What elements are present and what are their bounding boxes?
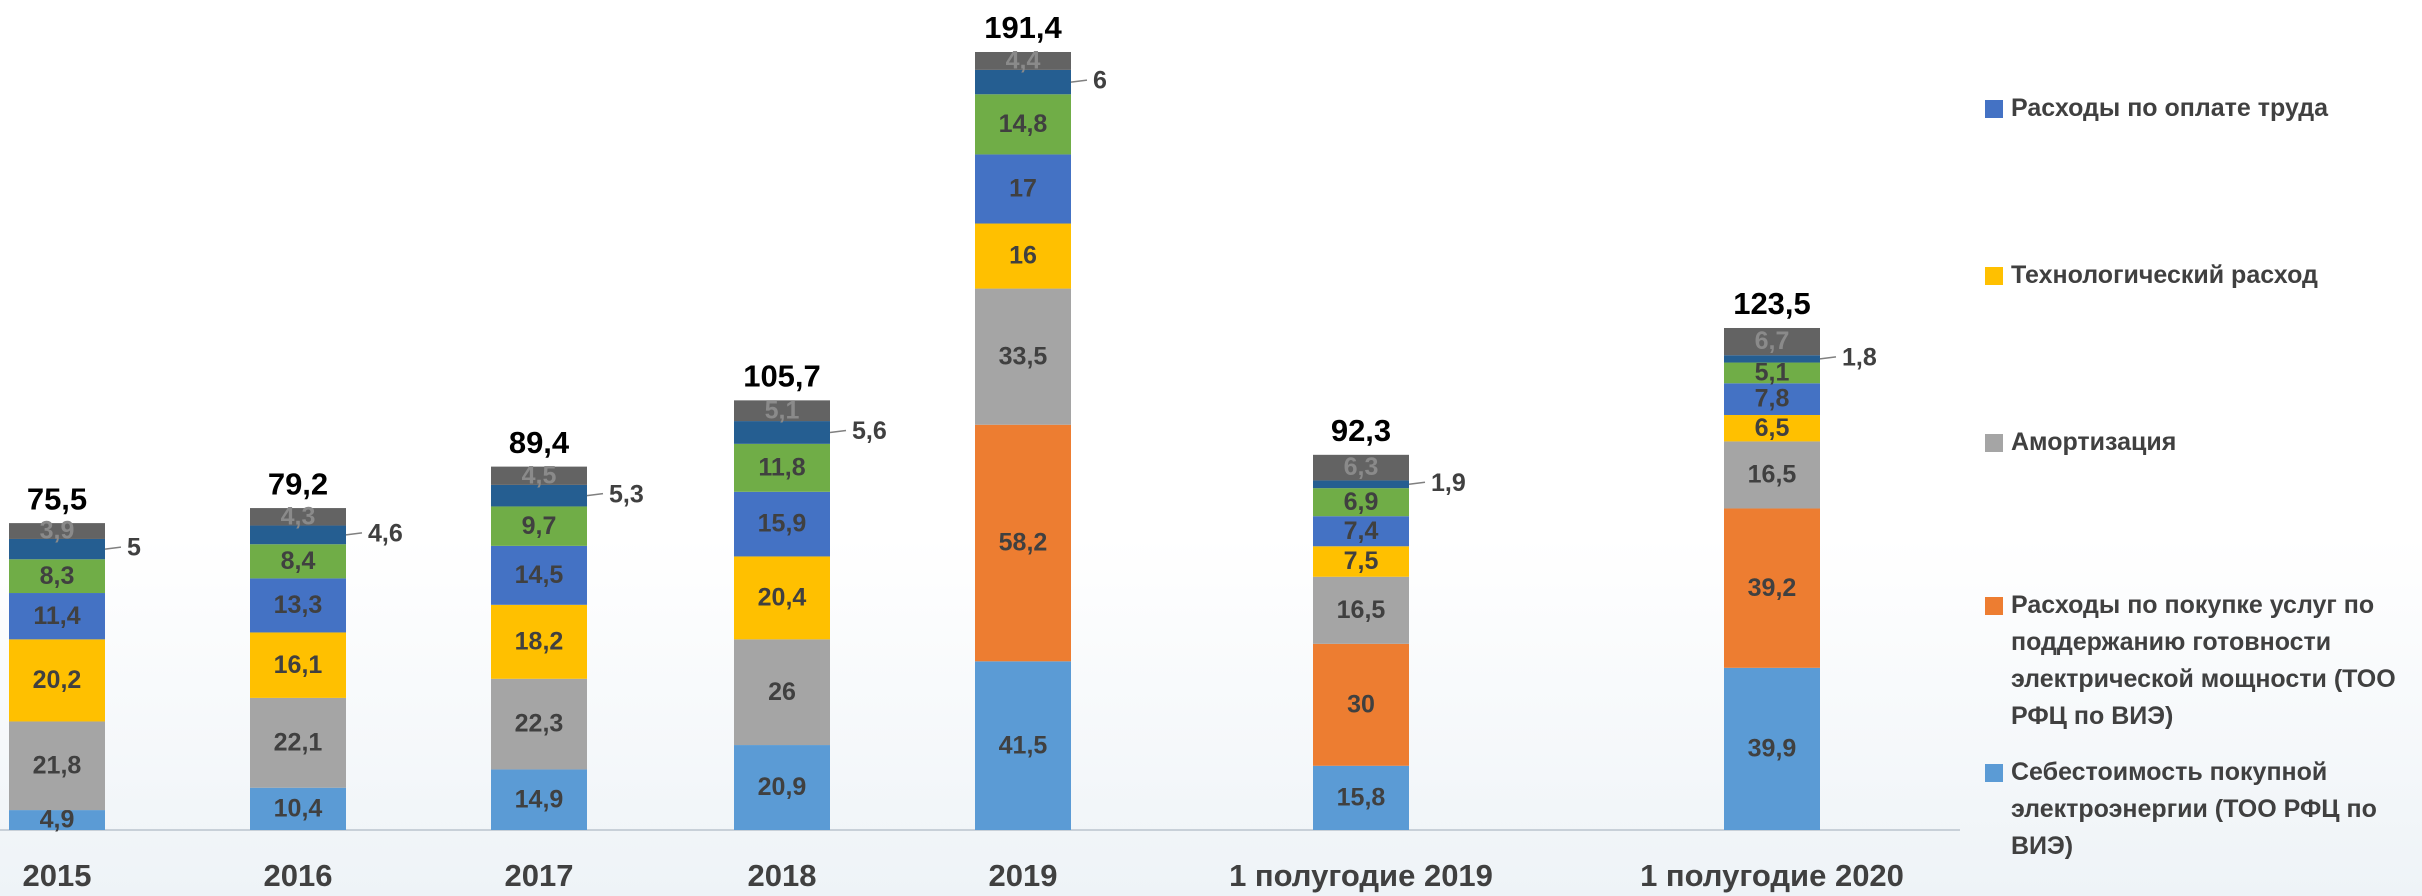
data-label: 22,3 bbox=[515, 710, 564, 738]
data-label: 10,4 bbox=[274, 794, 323, 822]
x-tick-label: 2016 bbox=[264, 858, 333, 893]
leader-line bbox=[1820, 357, 1836, 359]
data-label: 1,8 bbox=[1842, 344, 1877, 372]
chart-page: 4,921,820,211,48,353,975,5201510,422,116… bbox=[0, 0, 2422, 896]
total-label: 105,7 bbox=[743, 359, 821, 394]
data-label: 6,5 bbox=[1755, 414, 1790, 442]
legend-item: Расходы по оплате труда bbox=[1985, 90, 2415, 127]
data-label: 22,1 bbox=[274, 728, 323, 756]
legend-label: Технологический расход bbox=[2011, 257, 2415, 294]
legend-label: Расходы по оплате труда bbox=[2011, 90, 2415, 127]
data-label: 6 bbox=[1093, 67, 1107, 95]
legend-label: Амортизация bbox=[2011, 424, 2415, 461]
total-label: 79,2 bbox=[268, 466, 328, 501]
legend-label: Себестоимость покупной электроэнергии (Т… bbox=[2011, 754, 2415, 865]
data-label: 33,5 bbox=[999, 342, 1048, 370]
data-label: 4,5 bbox=[522, 461, 557, 489]
bar-segment bbox=[1313, 480, 1409, 488]
legend-swatch bbox=[1985, 597, 2003, 615]
data-label: 5 bbox=[127, 534, 141, 562]
legend-swatch bbox=[1985, 267, 2003, 285]
data-label: 41,5 bbox=[999, 731, 1048, 759]
leader-line bbox=[1409, 482, 1425, 484]
data-label: 11,8 bbox=[758, 453, 805, 481]
data-label: 26 bbox=[768, 678, 796, 706]
data-label: 4,6 bbox=[368, 520, 403, 548]
leader-line bbox=[105, 547, 121, 549]
data-label: 16,5 bbox=[1337, 596, 1386, 624]
data-label: 7,4 bbox=[1344, 517, 1379, 545]
legend-swatch bbox=[1985, 100, 2003, 118]
data-label: 16 bbox=[1009, 242, 1037, 270]
x-tick-label: 2015 bbox=[23, 858, 92, 893]
data-label: 5,3 bbox=[609, 480, 644, 508]
total-label: 89,4 bbox=[509, 425, 570, 460]
data-label: 14,8 bbox=[999, 110, 1048, 138]
legend-item: Технологический расход bbox=[1985, 257, 2415, 294]
data-label: 13,3 bbox=[274, 591, 323, 619]
data-label: 16,1 bbox=[274, 651, 323, 679]
data-label: 15,9 bbox=[758, 510, 807, 538]
x-tick-label: 2017 bbox=[505, 858, 574, 893]
data-label: 6,9 bbox=[1344, 488, 1379, 516]
legend-swatch bbox=[1985, 764, 2003, 782]
data-label: 7,8 bbox=[1755, 385, 1790, 413]
data-label: 11,4 bbox=[33, 602, 80, 630]
data-label: 6,3 bbox=[1344, 453, 1379, 481]
legend-label: Расходы по покупке услуг по поддержанию … bbox=[2011, 587, 2415, 735]
data-label: 4,3 bbox=[281, 502, 316, 530]
data-label: 58,2 bbox=[999, 529, 1048, 557]
data-label: 8,4 bbox=[281, 547, 316, 575]
leader-line bbox=[346, 533, 362, 535]
total-label: 123,5 bbox=[1733, 286, 1811, 321]
leader-line bbox=[830, 430, 846, 432]
data-label: 6,7 bbox=[1755, 327, 1790, 355]
legend-item: Расходы по покупке услуг по поддержанию … bbox=[1985, 587, 2415, 735]
x-tick-label: 2018 bbox=[748, 858, 817, 893]
data-label: 8,3 bbox=[40, 562, 75, 590]
data-label: 20,9 bbox=[758, 773, 807, 801]
data-label: 20,2 bbox=[33, 666, 82, 694]
data-label: 16,5 bbox=[1748, 461, 1797, 489]
data-label: 17 bbox=[1009, 175, 1037, 203]
total-label: 75,5 bbox=[27, 481, 87, 516]
data-label: 5,6 bbox=[852, 417, 887, 445]
x-tick-label: 1 полугодие 2019 bbox=[1229, 858, 1493, 893]
data-label: 7,5 bbox=[1344, 547, 1379, 575]
data-label: 39,9 bbox=[1748, 735, 1797, 763]
data-label: 14,5 bbox=[515, 561, 564, 589]
data-label: 14,9 bbox=[515, 785, 564, 813]
data-label: 30 bbox=[1347, 690, 1375, 718]
x-tick-label: 2019 bbox=[989, 858, 1058, 893]
data-label: 5,1 bbox=[1755, 359, 1790, 387]
leader-line bbox=[1071, 80, 1087, 82]
bar-segment bbox=[734, 421, 830, 444]
legend-item: Амортизация bbox=[1985, 424, 2415, 461]
leader-line bbox=[587, 494, 603, 496]
total-label: 92,3 bbox=[1331, 413, 1391, 448]
data-label: 20,4 bbox=[758, 584, 807, 612]
data-label: 4,4 bbox=[1006, 47, 1041, 75]
x-tick-label: 1 полугодие 2020 bbox=[1640, 858, 1904, 893]
data-label: 21,8 bbox=[33, 751, 82, 779]
data-label: 5,1 bbox=[765, 396, 800, 424]
data-label: 39,2 bbox=[1748, 574, 1797, 602]
data-label: 3,9 bbox=[40, 517, 75, 545]
bar-segment bbox=[1724, 355, 1820, 362]
legend-swatch bbox=[1985, 434, 2003, 452]
data-label: 15,8 bbox=[1337, 783, 1386, 811]
legend-item: Себестоимость покупной электроэнергии (Т… bbox=[1985, 754, 2415, 865]
data-label: 1,9 bbox=[1431, 469, 1466, 497]
total-label: 191,4 bbox=[984, 10, 1062, 45]
data-label: 9,7 bbox=[522, 512, 557, 540]
data-label: 18,2 bbox=[515, 627, 564, 655]
